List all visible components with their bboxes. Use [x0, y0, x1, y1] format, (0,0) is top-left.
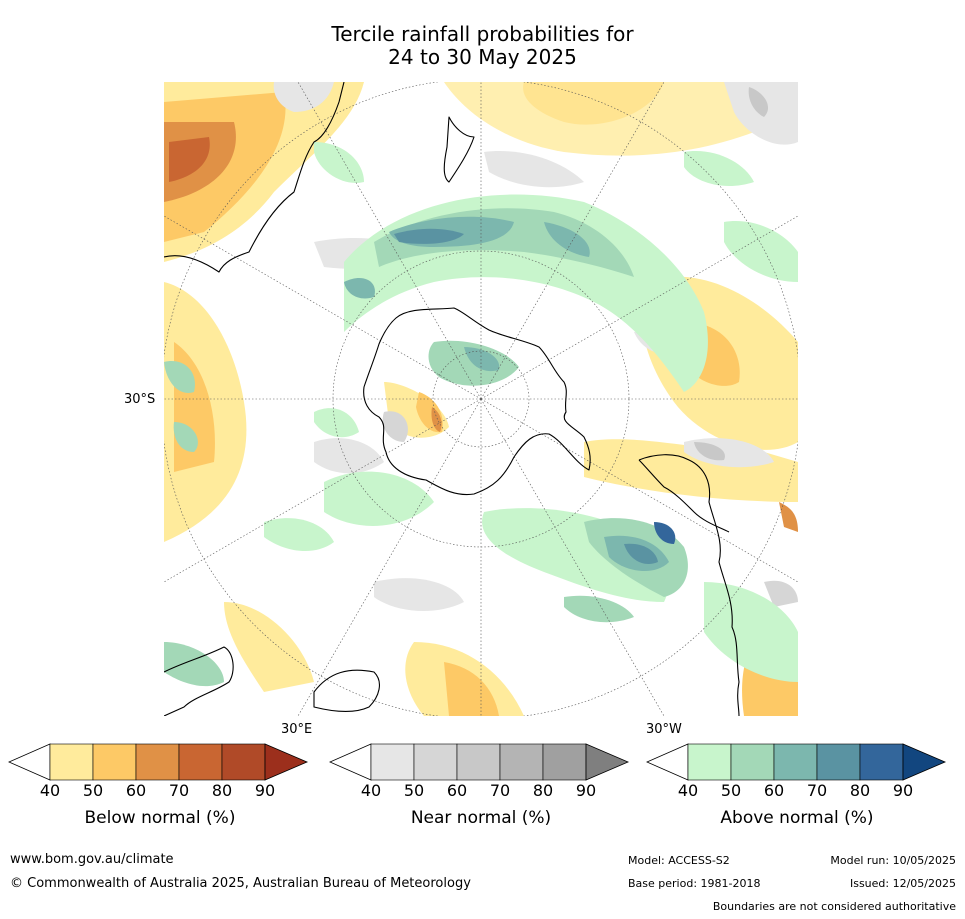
- colorbar-tick-label: 80: [849, 781, 871, 800]
- colorbar-segment: [816, 743, 861, 781]
- colorbar-tick-label: 90: [892, 781, 914, 800]
- colorbar-segment: [92, 743, 137, 781]
- colorbar-tick-label: 40: [39, 781, 61, 800]
- above-normal-title: Above normal (%): [720, 808, 874, 828]
- madagascar-coast: [313, 669, 380, 713]
- coastlines: [164, 82, 740, 716]
- below-normal-colorbar: [8, 743, 309, 781]
- colorbar-tick-label: 70: [489, 781, 511, 800]
- colorbar-tick-label: 40: [360, 781, 382, 800]
- issued-date: Issued: 12/05/2025: [849, 877, 956, 890]
- colorbar-tick-label: 60: [446, 781, 468, 800]
- copyright-notice: © Commonwealth of Australia 2025, Austra…: [10, 876, 471, 891]
- colorbar-extend-high: [902, 743, 947, 781]
- colorbar-segment: [135, 743, 180, 781]
- colorbar-segment: [178, 743, 223, 781]
- colorbar-extend-high: [264, 743, 309, 781]
- colorbar-extend-low: [646, 743, 689, 781]
- colorbar-segment: [542, 743, 587, 781]
- colorbar-tick-label: 50: [403, 781, 425, 800]
- patagonia-coast: [638, 459, 730, 533]
- near-normal-title: Near normal (%): [410, 808, 552, 828]
- antarctica-coast: [363, 307, 591, 496]
- colorbar-segment: [456, 743, 501, 781]
- colorbar-extend-low: [329, 743, 372, 781]
- new-zealand-coast: [443, 116, 475, 183]
- colorbar-tick-label: 80: [532, 781, 554, 800]
- australia-coast: [164, 82, 345, 273]
- base-period: Base period: 1981-2018: [628, 877, 761, 890]
- colorbar-segment: [499, 743, 544, 781]
- colorbar-extend-high: [585, 743, 630, 781]
- above-normal-colorbar: [646, 743, 947, 781]
- colorbar-tick-label: 50: [720, 781, 742, 800]
- model-run-date: Model run: 10/05/2025: [830, 854, 956, 867]
- colorbar-segment: [773, 743, 818, 781]
- colorbar-tick-label: 90: [575, 781, 597, 800]
- rainfall-probability-map: [164, 82, 798, 716]
- above-normal-areas: [164, 142, 798, 687]
- colorbar-extend-low: [8, 743, 51, 781]
- latitude-label-30s: 30°S: [124, 392, 156, 407]
- longitude-label-30w: 30°W: [646, 722, 682, 737]
- colorbar-segment: [413, 743, 458, 781]
- colorbar-segment: [370, 743, 415, 781]
- below-normal-title: Below normal (%): [84, 808, 236, 828]
- colorbar-tick-label: 50: [82, 781, 104, 800]
- chart-title-line2: 24 to 30 May 2025: [388, 45, 577, 69]
- chart-title-line1: Tercile rainfall probabilities for: [331, 22, 634, 46]
- map-layers: [164, 82, 798, 716]
- south-america-coast: [638, 454, 740, 716]
- colorbar-segment: [687, 743, 732, 781]
- africa-coast: [164, 646, 234, 716]
- colorbar-segment: [859, 743, 904, 781]
- model-name: Model: ACCESS-S2: [628, 854, 730, 867]
- near-normal-colorbar: [329, 743, 630, 781]
- colorbar-tick-label: 90: [254, 781, 276, 800]
- longitude-label-30e: 30°E: [281, 722, 313, 737]
- colorbar-tick-label: 40: [677, 781, 699, 800]
- colorbar-segment: [49, 743, 94, 781]
- colorbar-tick-label: 70: [168, 781, 190, 800]
- colorbar-tick-label: 80: [211, 781, 233, 800]
- colorbar-tick-label: 60: [763, 781, 785, 800]
- colorbar-tick-label: 60: [125, 781, 147, 800]
- graticule: [164, 82, 798, 716]
- colorbar-segment: [730, 743, 775, 781]
- colorbar-segment: [221, 743, 266, 781]
- website-url: www.bom.gov.au/climate: [10, 852, 174, 867]
- colorbar-tick-label: 70: [806, 781, 828, 800]
- boundaries-disclaimer: Boundaries are not considered authoritat…: [712, 900, 956, 913]
